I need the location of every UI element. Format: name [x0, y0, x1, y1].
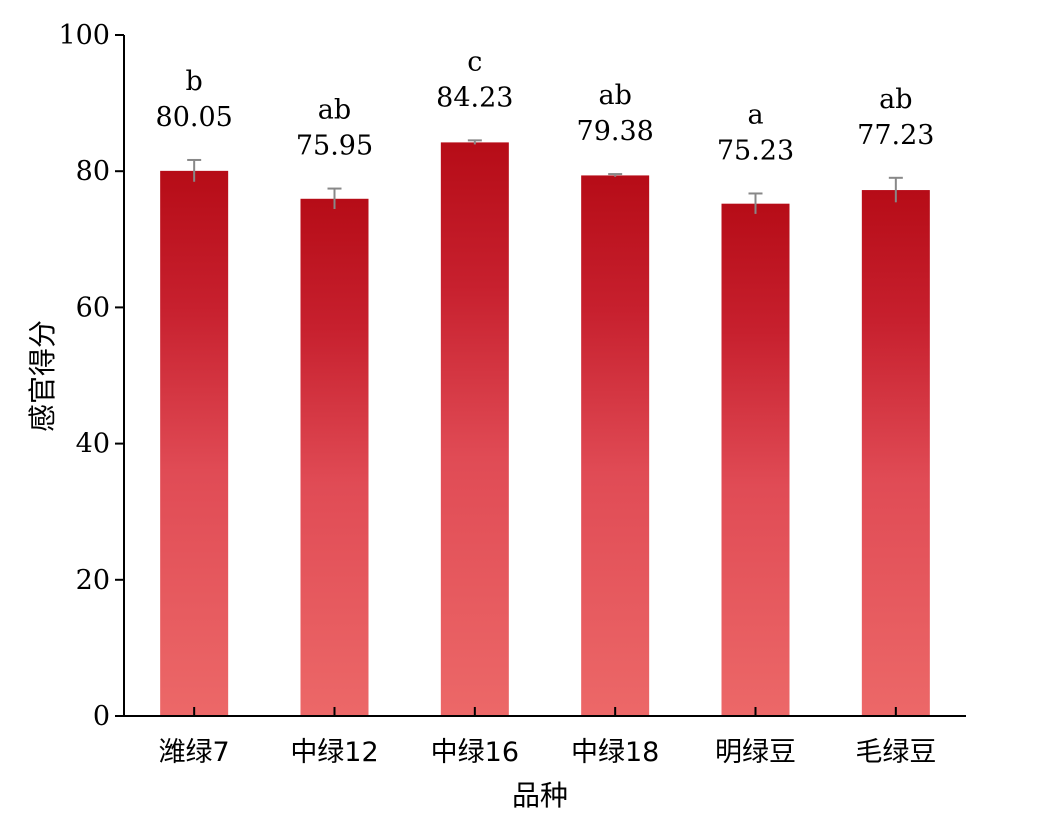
x-tick-label: 明绿豆	[715, 737, 796, 768]
y-axis-title: 感官得分	[26, 320, 59, 432]
significance-label: c	[467, 46, 482, 77]
bar	[440, 142, 509, 717]
significance-label: b	[186, 66, 203, 97]
y-tick-label: 0	[93, 701, 110, 732]
bar	[721, 203, 790, 716]
significance-label: ab	[598, 80, 631, 111]
data-label: 75.95	[296, 131, 373, 162]
y-tick-label: 100	[58, 20, 110, 51]
x-tick-label: 中绿12	[290, 737, 378, 768]
x-tick-label: 中绿16	[431, 737, 519, 768]
x-axis-title: 品种	[512, 779, 568, 812]
significance-label: ab	[879, 84, 912, 115]
bars-group	[160, 142, 930, 717]
y-ticks-group: 0 20 40 60 80 100	[58, 20, 124, 732]
bar	[581, 175, 650, 717]
significance-label: a	[747, 99, 763, 130]
data-label: 75.23	[717, 135, 794, 166]
data-label: 80.05	[156, 102, 233, 133]
bar	[861, 190, 930, 716]
y-tick-label: 60	[76, 292, 110, 323]
x-tick-label: 中绿18	[571, 737, 659, 768]
data-label: 79.38	[577, 116, 654, 147]
significance-label: ab	[318, 95, 351, 126]
error-bars-group	[187, 139, 903, 214]
x-tick-label: 潍绿7	[159, 737, 230, 768]
bar	[300, 198, 369, 716]
bar	[160, 170, 229, 716]
y-tick-label: 40	[76, 429, 110, 460]
y-tick-label: 20	[76, 565, 110, 596]
x-ticks-group: 潍绿7 中绿12 中绿16 中绿18 明绿豆 毛绿豆	[159, 707, 936, 768]
data-label: 84.23	[436, 82, 513, 113]
x-tick-label: 毛绿豆	[855, 737, 936, 768]
y-tick-label: 80	[76, 156, 110, 187]
data-label: 77.23	[857, 120, 934, 151]
value-labels-group: 80.05 b 75.95 ab 84.23 c 79.38 ab 75.23 a 77.23 ab	[156, 46, 935, 166]
